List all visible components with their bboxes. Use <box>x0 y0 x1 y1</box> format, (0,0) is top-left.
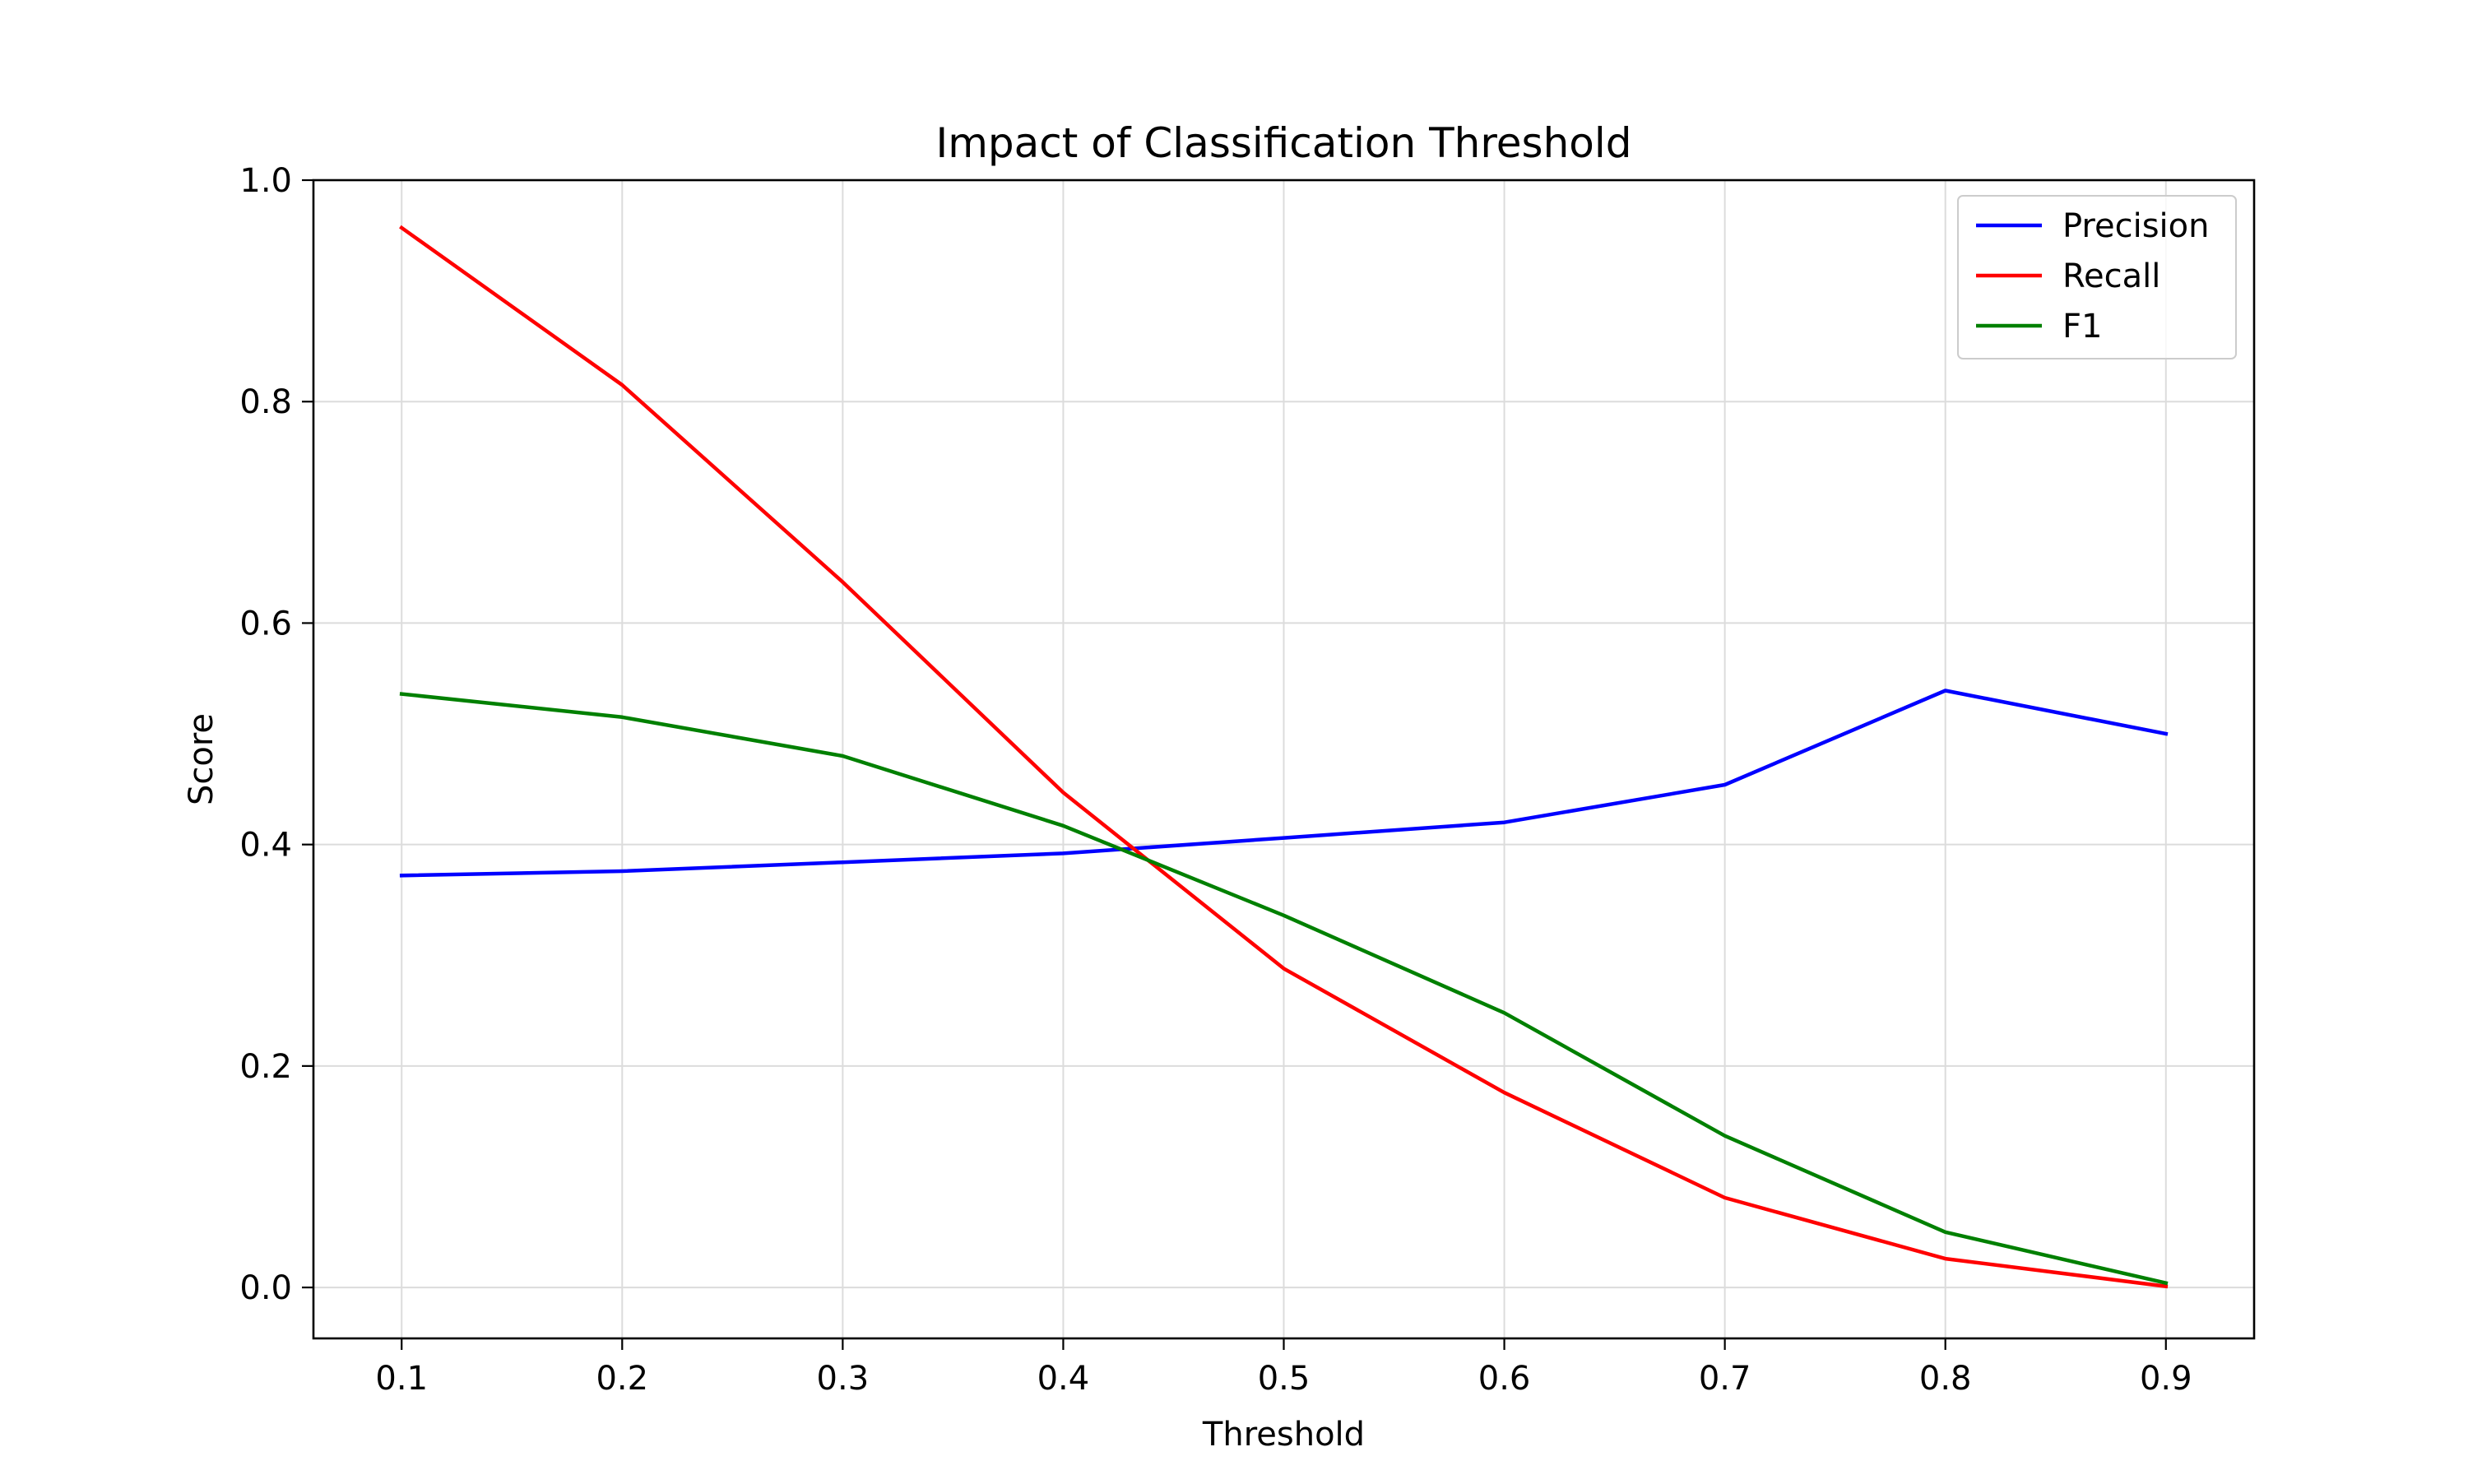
legend-label-precision: Precision <box>2062 207 2209 245</box>
x-tick-label: 0.2 <box>596 1360 648 1398</box>
y-tick-label: 0.8 <box>239 383 292 421</box>
y-tick-label: 0.0 <box>239 1269 292 1307</box>
chart-title: Impact of Classification Threshold <box>935 119 1631 167</box>
x-axis-ticks: 0.1 0.2 0.3 0.4 0.5 0.6 0.7 0.8 0.9 <box>375 1338 2192 1398</box>
x-axis-label: Threshold <box>1202 1416 1365 1454</box>
x-tick-label: 0.3 <box>817 1360 870 1398</box>
series-line-recall <box>399 225 2169 1289</box>
legend-label-f1: F1 <box>2062 308 2102 345</box>
series-line-f1 <box>399 692 2169 1286</box>
y-tick-label: 0.6 <box>239 605 292 642</box>
legend: Precision Recall F1 <box>1957 195 2237 359</box>
y-axis-ticks: 0.0 0.2 0.4 0.6 0.8 1.0 <box>239 162 313 1307</box>
x-tick-label: 0.7 <box>1699 1360 1751 1398</box>
x-tick-label: 0.9 <box>2140 1360 2192 1398</box>
series-line-precision <box>399 689 2169 878</box>
y-axis-label: Score <box>183 713 220 805</box>
y-tick-label: 1.0 <box>239 162 292 200</box>
x-tick-label: 0.8 <box>1919 1360 1972 1398</box>
y-tick-label: 0.2 <box>239 1048 292 1086</box>
series-lines <box>399 225 2169 1289</box>
x-tick-label: 0.1 <box>375 1360 428 1398</box>
y-tick-label: 0.4 <box>239 827 292 865</box>
legend-label-recall: Recall <box>2062 257 2160 295</box>
x-tick-label: 0.4 <box>1037 1360 1090 1398</box>
x-tick-label: 0.5 <box>1258 1360 1311 1398</box>
x-tick-label: 0.6 <box>1478 1360 1531 1398</box>
legend-box <box>1957 195 2237 359</box>
